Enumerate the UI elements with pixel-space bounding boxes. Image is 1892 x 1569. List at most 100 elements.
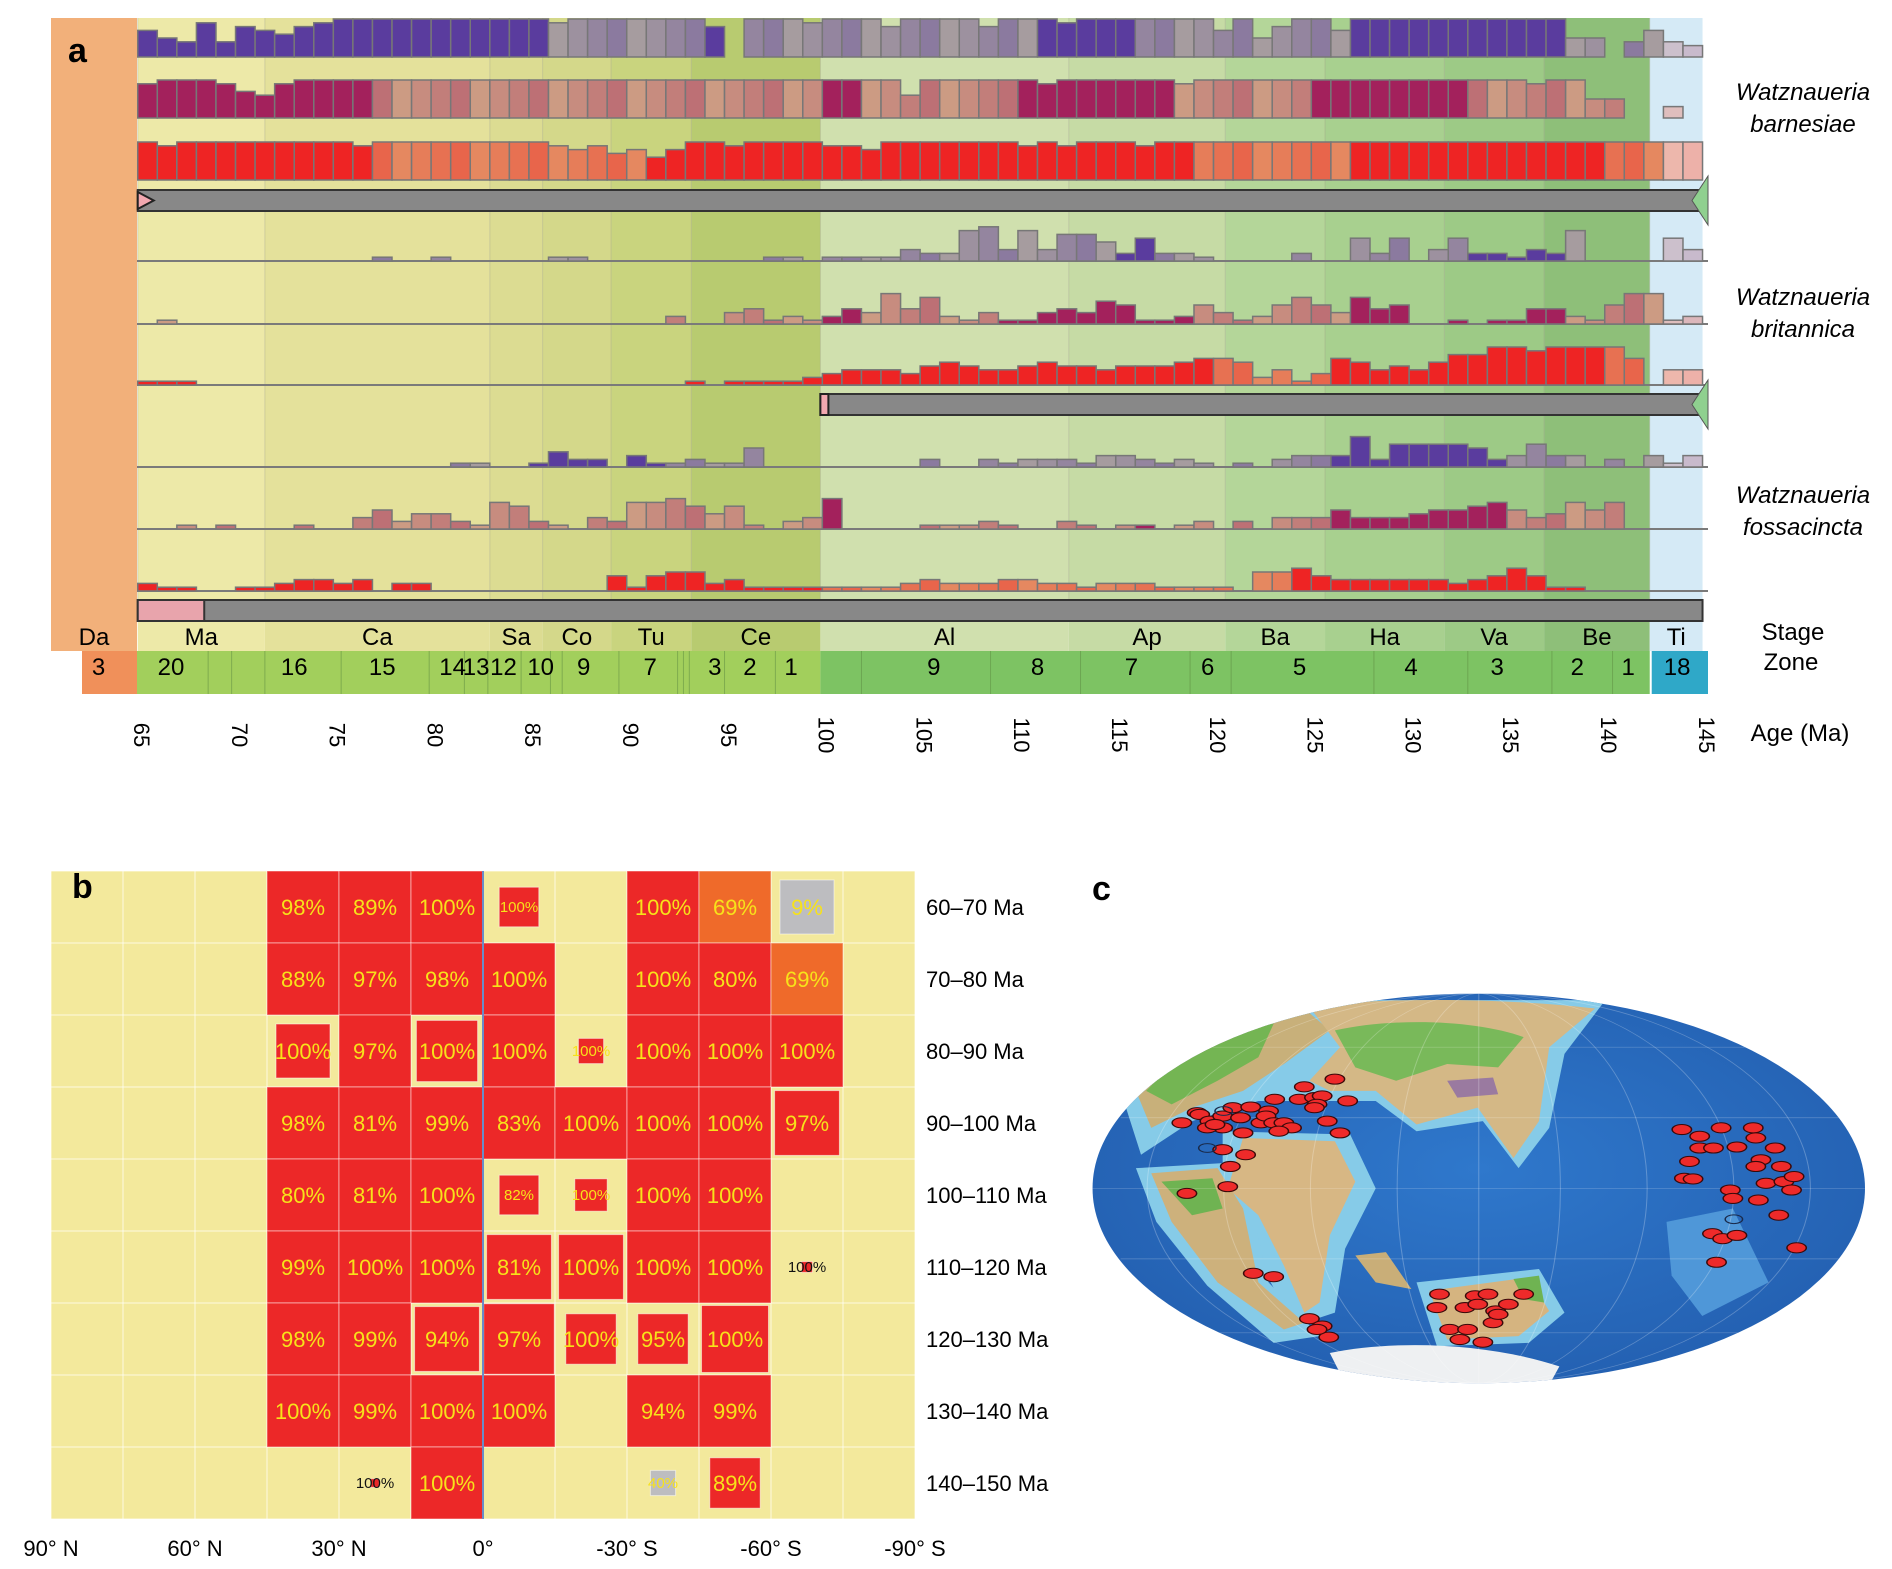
abundance-bar: [645, 79, 667, 119]
range-start-segment: [136, 599, 206, 622]
abundance-bar: [1408, 369, 1430, 386]
abundance-bar: [1447, 353, 1469, 386]
range-end-triangle: [1691, 174, 1709, 227]
abundance-bar: [313, 141, 335, 181]
cell-percentage: 100%: [707, 1111, 763, 1136]
abundance-bar: [1134, 79, 1156, 119]
heatmap-cell: [698, 942, 772, 1016]
abundance-bar: [684, 505, 706, 530]
abundance-bar: [997, 524, 1019, 530]
heatmap-cell: [410, 1158, 484, 1232]
abundance-bar: [1056, 458, 1078, 468]
abundance-bar: [1486, 575, 1508, 592]
occurrence-dot: [1703, 1142, 1724, 1154]
cell-percentage: 81%: [353, 1111, 397, 1136]
occurrence-dot: [1298, 1313, 1320, 1325]
abundance-bar: [1212, 79, 1234, 119]
abundance-bar: [391, 79, 413, 119]
abundance-bar: [1447, 319, 1469, 325]
cell-percentage: 98%: [281, 1111, 325, 1136]
row-label-age-bin: 140–150 Ma: [926, 1471, 1049, 1496]
abundance-bar: [1545, 141, 1567, 181]
panel-a-label: a: [68, 32, 88, 70]
abundance-bar: [391, 18, 413, 58]
occurrence-dot: [1318, 1331, 1340, 1343]
heatmap-cell: [410, 1446, 484, 1520]
abundance-bar: [860, 18, 882, 58]
abundance-bar: [1036, 83, 1058, 119]
abundance-bar: [136, 380, 159, 386]
abundance-bar: [1251, 37, 1273, 58]
abundance-bar: [1271, 516, 1293, 530]
abundance-bar: [997, 319, 1019, 325]
zone-label: 5: [1293, 654, 1306, 681]
abundance-bar: [1349, 79, 1371, 119]
heatmap-cell: [266, 942, 340, 1016]
abundance-row-red: [136, 346, 1708, 386]
stratigraphic-range-bar: [136, 599, 1704, 622]
abundance-bar: [743, 380, 765, 386]
occurrence-dot: [1337, 1095, 1359, 1107]
abundance-bar: [802, 516, 824, 530]
abundance-bar: [1564, 79, 1586, 119]
abundance-bar: [919, 296, 941, 325]
age-tick-label: 85: [520, 723, 545, 747]
age-tick-label: 95: [716, 723, 741, 747]
abundance-bar: [1427, 443, 1450, 468]
row-label-age-bin: 70–80 Ma: [926, 967, 1025, 992]
abundance-bar: [821, 256, 843, 262]
occurrence-dot: [1710, 1122, 1732, 1134]
zone-label: 20: [158, 654, 185, 681]
zone-row-label: Zone: [1764, 649, 1819, 676]
abundance-bar: [782, 141, 804, 181]
stage-cell: [1325, 621, 1445, 651]
abundance-bar: [1310, 372, 1332, 386]
abundance-bar: [743, 586, 765, 592]
abundance-bar: [430, 18, 452, 58]
abundance-bar: [1388, 304, 1410, 325]
abundance-bar: [782, 586, 804, 592]
abundance-bar: [997, 141, 1019, 181]
abundance-bar: [1291, 296, 1313, 325]
occurrence-dot: [1689, 1130, 1711, 1142]
abundance-bar: [625, 148, 648, 181]
abundance-bar: [1271, 369, 1293, 386]
abundance-bar: [1349, 435, 1371, 468]
occurrence-dot: [1306, 1323, 1328, 1335]
abundance-bar: [1486, 18, 1508, 58]
abundance-bar: [1603, 346, 1626, 386]
abundance-bar: [586, 516, 608, 530]
zone-label: 2: [1571, 654, 1584, 681]
abundance-bar: [1506, 319, 1528, 325]
abundance-bar: [1212, 357, 1234, 386]
abundance-bar: [899, 94, 921, 119]
abundance-bar: [684, 141, 706, 181]
abundance-bar: [841, 369, 863, 386]
abundance-bar: [1291, 141, 1313, 181]
abundance-bar: [254, 29, 276, 58]
abundance-bar: [1662, 369, 1684, 386]
abundance-bar: [1056, 582, 1078, 592]
abundance-bar: [1212, 586, 1234, 592]
abundance-bar: [489, 141, 511, 181]
abundance-bar: [1388, 18, 1410, 58]
abundance-bar: [625, 18, 648, 58]
abundance-bar: [782, 380, 804, 386]
abundance-bar: [958, 141, 980, 181]
occurrence-dot: [1726, 1141, 1748, 1153]
abundance-bar: [1154, 252, 1176, 262]
abundance-bar: [1349, 516, 1371, 530]
abundance-bar: [958, 18, 980, 58]
heatmap-cell: [554, 1086, 628, 1160]
cell-percentage: 100%: [347, 1255, 403, 1280]
abundance-bar: [1603, 141, 1626, 181]
abundance-bar: [919, 18, 941, 58]
abundance-bar: [1603, 98, 1626, 119]
abundance-bar: [1545, 346, 1567, 386]
cell-percentage: 97%: [497, 1327, 541, 1352]
abundance-bar: [919, 578, 941, 592]
latitude-tick-label: 60° N: [167, 1536, 222, 1561]
heatmap-cell: [410, 1374, 484, 1448]
abundance-bar: [1564, 315, 1586, 325]
abundance-bar: [1545, 18, 1567, 58]
